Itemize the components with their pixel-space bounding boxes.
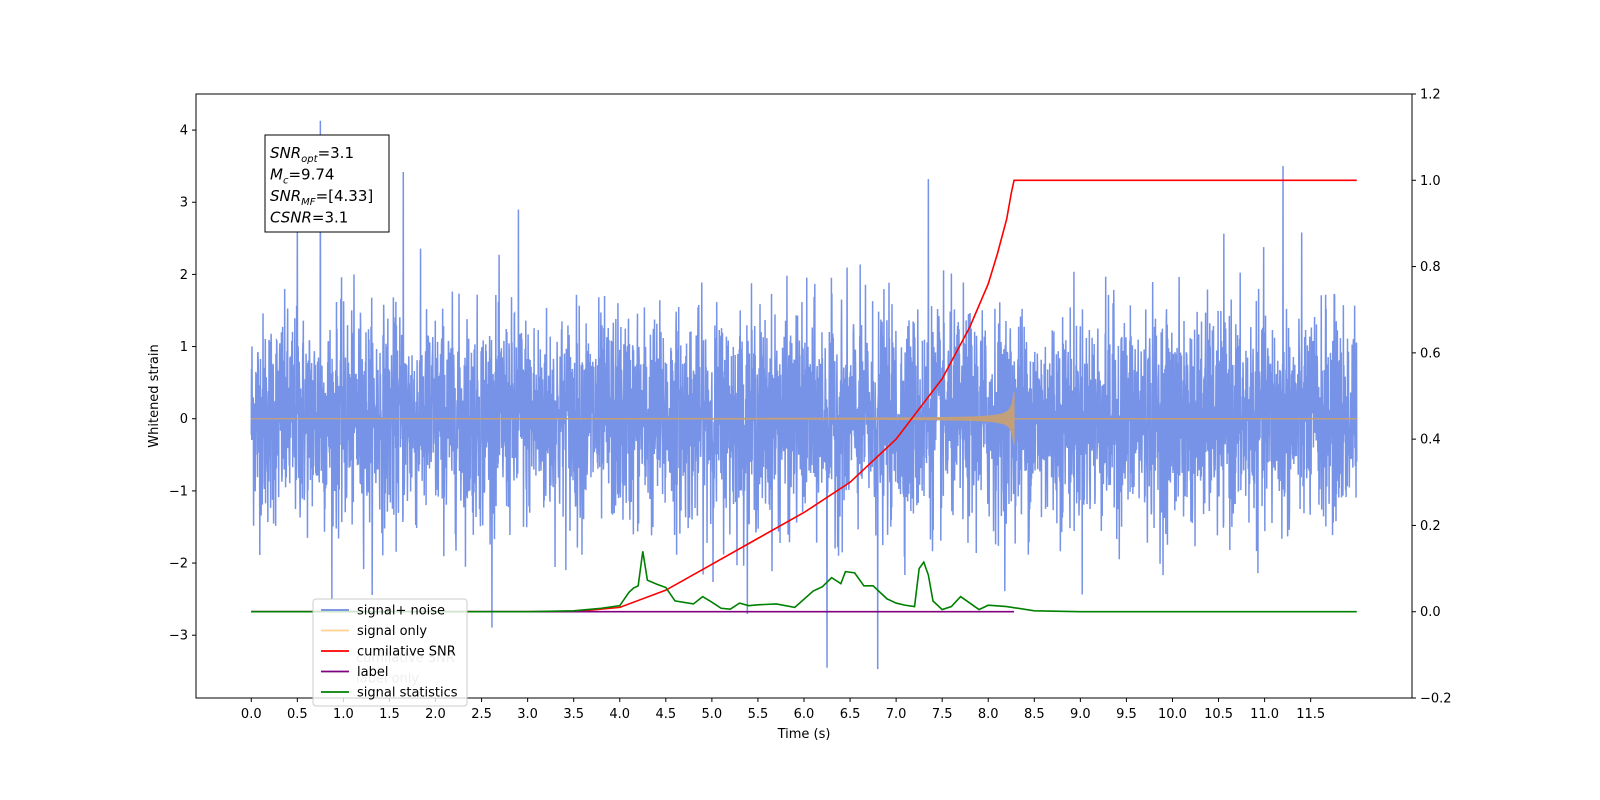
x-tick-label: 10.0 bbox=[1158, 707, 1187, 722]
info-line-value: =3.1 bbox=[312, 209, 348, 227]
info-line-value: =3.1 bbox=[318, 144, 354, 162]
x-tick-label: 2.0 bbox=[425, 707, 446, 722]
info-line-csnr: CSNR=3.1 bbox=[270, 209, 348, 227]
y2-tick-label: −0.2 bbox=[1420, 692, 1452, 707]
x-tick-label: 9.0 bbox=[1070, 707, 1091, 722]
signal-only-envelope bbox=[250, 391, 1015, 445]
y2-tick-label: 0.4 bbox=[1420, 433, 1441, 448]
legend-entry-label: signal statistics bbox=[357, 686, 458, 701]
cumulative-snr-series bbox=[251, 179, 1357, 613]
signal-noise-line bbox=[250, 120, 1358, 670]
x-tick-label: 10.5 bbox=[1204, 707, 1233, 722]
info-line-base: M bbox=[270, 166, 283, 184]
x-tick-label: 11.5 bbox=[1296, 707, 1325, 722]
info-line-base: CSNR bbox=[270, 209, 312, 227]
y-tick-label: 3 bbox=[180, 196, 188, 211]
noise-series bbox=[250, 120, 1358, 670]
x-tick-label: 6.0 bbox=[794, 707, 815, 722]
y2-tick-label: 0.0 bbox=[1420, 605, 1441, 620]
info-box-border bbox=[264, 134, 390, 233]
y-tick-label: 1 bbox=[180, 340, 188, 355]
info-line-value: =9.74 bbox=[288, 166, 334, 184]
y-tick-label: 4 bbox=[180, 124, 188, 139]
x-tick-label: 1.0 bbox=[333, 707, 354, 722]
info-line-value: =[4.33] bbox=[316, 187, 374, 205]
y-axis-left: −3 −2 −1 0 1 2 3 4 bbox=[169, 124, 196, 644]
x-tick-label: 2.5 bbox=[471, 707, 492, 722]
legend-entry-label: label bbox=[357, 665, 388, 680]
legend-box bbox=[312, 598, 468, 707]
y2-tick-label: 0.6 bbox=[1420, 346, 1441, 361]
legend-entry-label: signal+ noise bbox=[357, 604, 445, 619]
x-tick-label: 4.0 bbox=[609, 707, 630, 722]
info-line-base: SNR bbox=[270, 187, 301, 205]
x-tick-label: 4.5 bbox=[655, 707, 676, 722]
y-axis-right: −0.2 0.0 0.2 0.4 0.6 0.8 1.0 1.2 bbox=[1412, 88, 1452, 707]
y-tick-label: −1 bbox=[169, 484, 188, 499]
x-tick-label: 7.0 bbox=[886, 707, 907, 722]
x-tick-label: 7.5 bbox=[932, 707, 953, 722]
x-tick-label: 3.0 bbox=[517, 707, 538, 722]
signal-statistics-series bbox=[251, 551, 1357, 613]
x-tick-label: 0.5 bbox=[287, 707, 308, 722]
x-tick-label: 6.5 bbox=[840, 707, 861, 722]
info-line-mc: Mc=9.74 bbox=[270, 166, 334, 187]
x-tick-label: 8.0 bbox=[978, 707, 999, 722]
info-line-subscript: MF bbox=[301, 197, 316, 208]
x-axis: 0.0 0.5 1.0 1.5 2.0 2.5 3.0 3.5 4.0 4.5 5.0 5.5 6.0 6… bbox=[241, 698, 1325, 722]
y-tick-label: −2 bbox=[169, 557, 188, 572]
x-tick-label: 8.5 bbox=[1024, 707, 1045, 722]
info-line-snr_opt: SNRopt=3.1 bbox=[270, 144, 354, 165]
y-tick-label: 2 bbox=[180, 268, 188, 283]
y2-tick-label: 1.0 bbox=[1420, 174, 1441, 189]
x-tick-label: 5.5 bbox=[748, 707, 769, 722]
legend-entry-label: cumilative SNR bbox=[357, 645, 456, 660]
y2-tick-label: 0.8 bbox=[1420, 260, 1441, 275]
signal-only-series bbox=[250, 391, 1357, 445]
y-tick-label: 0 bbox=[180, 412, 188, 427]
info-line-base: SNR bbox=[270, 144, 301, 162]
info-line-snr_mf: SNRMF=[4.33] bbox=[270, 187, 373, 208]
y2-tick-label: 0.2 bbox=[1420, 519, 1441, 534]
y2-tick-label: 1.2 bbox=[1420, 88, 1441, 103]
x-tick-label: 3.5 bbox=[563, 707, 584, 722]
x-tick-label: 9.5 bbox=[1116, 707, 1137, 722]
x-tick-label: 11.0 bbox=[1250, 707, 1279, 722]
info-line-subscript: opt bbox=[301, 154, 318, 165]
info-line-subscript: c bbox=[283, 176, 289, 187]
x-tick-label: 5.0 bbox=[702, 707, 723, 722]
x-tick-label: 0.0 bbox=[241, 707, 262, 722]
y-tick-label: −3 bbox=[169, 629, 188, 644]
cumulative-snr-line bbox=[251, 179, 1357, 613]
x-tick-label: 1.5 bbox=[379, 707, 400, 722]
y-axis-label: Whitened strain bbox=[147, 344, 162, 447]
x-axis-label: Time (s) bbox=[777, 727, 831, 742]
legend-entry-label: signal only bbox=[357, 624, 427, 639]
signal-statistics-line bbox=[251, 551, 1357, 613]
